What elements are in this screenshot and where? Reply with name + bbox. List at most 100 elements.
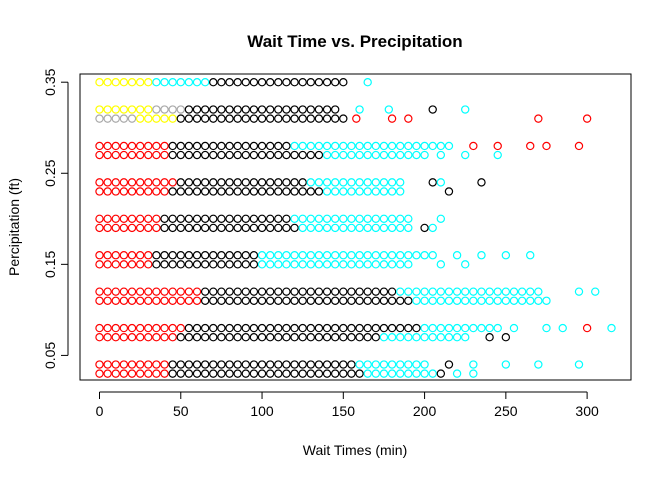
data-point [265, 287, 275, 296]
data-point [200, 214, 210, 223]
data-point [144, 323, 153, 333]
data-point [501, 360, 511, 369]
data-point [477, 178, 486, 187]
data-point [436, 178, 446, 187]
data-point [444, 187, 454, 196]
data-point [330, 260, 340, 269]
data-point [428, 141, 437, 151]
data-point [371, 214, 381, 223]
data-point [444, 287, 454, 296]
data-point [387, 150, 397, 160]
data-point [371, 260, 381, 269]
data-point [290, 296, 299, 305]
data-point [111, 333, 120, 342]
data-point [534, 360, 543, 369]
data-point [363, 333, 372, 342]
data-point [144, 360, 153, 369]
data-point [322, 260, 332, 269]
data-point [306, 105, 315, 114]
data-point [501, 333, 511, 342]
data-point [412, 141, 421, 151]
data-point [135, 105, 145, 114]
data-point [582, 114, 592, 123]
data-point [225, 141, 234, 151]
data-point [339, 214, 348, 223]
data-point [119, 141, 129, 151]
data-point [461, 105, 470, 114]
data-point [387, 214, 397, 223]
data-point [404, 369, 413, 378]
data-point [387, 296, 397, 305]
data-point [314, 260, 324, 269]
data-point [274, 360, 283, 369]
data-point [111, 105, 120, 114]
data-point [282, 369, 291, 378]
data-point [298, 114, 307, 123]
data-point [607, 323, 616, 333]
data-point [168, 114, 177, 123]
data-point [200, 296, 210, 305]
data-point [330, 360, 340, 369]
data-point [217, 214, 226, 223]
data-point [241, 251, 250, 260]
data-point [265, 296, 275, 305]
data-point [119, 251, 129, 260]
data-point [404, 223, 413, 233]
data-point [103, 369, 112, 378]
data-point [257, 114, 267, 123]
data-point [200, 287, 210, 296]
data-point [225, 150, 234, 160]
data-point [265, 260, 275, 269]
data-point [103, 223, 112, 233]
data-point [192, 77, 202, 87]
data-point [152, 150, 161, 160]
data-points [95, 77, 616, 378]
data-point [127, 260, 137, 269]
data-point [249, 333, 259, 342]
data-point [298, 296, 307, 305]
data-point [436, 141, 446, 151]
data-point [428, 296, 437, 305]
data-point [274, 178, 283, 187]
data-point [298, 287, 307, 296]
data-point [396, 150, 405, 160]
data-point [371, 178, 381, 187]
data-point [274, 223, 283, 233]
data-point [306, 223, 315, 233]
data-point [404, 360, 413, 369]
data-point [420, 141, 429, 151]
data-point [452, 323, 462, 333]
data-point [363, 360, 372, 369]
data-point [485, 287, 494, 296]
data-point [111, 150, 120, 160]
data-point [200, 260, 210, 269]
data-point [363, 287, 372, 296]
data-point [111, 114, 120, 123]
data-point [95, 77, 104, 87]
data-point [379, 214, 389, 223]
data-point [152, 323, 161, 333]
data-point [396, 296, 405, 305]
data-point [95, 150, 104, 160]
data-point [135, 369, 145, 378]
data-point [103, 178, 112, 187]
data-point [103, 296, 112, 305]
data-point [290, 214, 299, 223]
data-point [290, 150, 299, 160]
data-point [95, 223, 104, 233]
data-point [176, 178, 185, 187]
data-point [152, 141, 161, 151]
data-point [314, 214, 324, 223]
data-point [298, 260, 307, 269]
data-point [225, 287, 234, 296]
data-point [363, 187, 372, 196]
data-point [322, 369, 332, 378]
data-point [444, 296, 454, 305]
y-axis: 0.05 0.15 0.25 0.35 [42, 68, 69, 369]
data-point [404, 150, 413, 160]
data-point [95, 287, 104, 296]
data-point [249, 141, 259, 151]
data-point [306, 187, 315, 196]
data-point [436, 323, 446, 333]
data-point [314, 141, 324, 151]
